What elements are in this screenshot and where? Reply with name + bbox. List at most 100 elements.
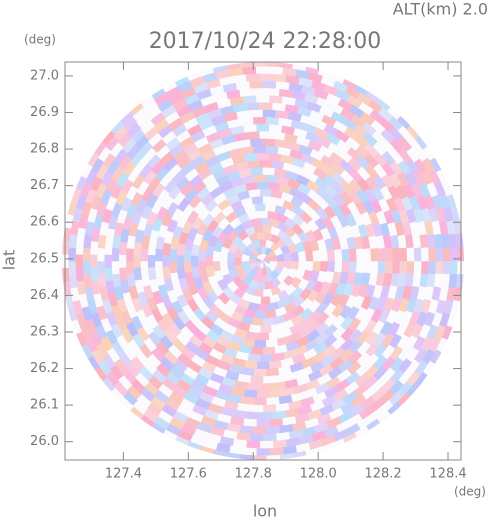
echo-cell bbox=[219, 255, 228, 267]
echo-cell bbox=[266, 62, 281, 68]
echo-cell bbox=[125, 247, 135, 262]
echo-cell bbox=[265, 145, 280, 155]
echo-cell bbox=[253, 145, 267, 154]
echo-cell bbox=[455, 273, 464, 289]
echo-cell bbox=[132, 254, 141, 268]
echo-cell bbox=[269, 94, 284, 104]
echo-cell bbox=[249, 433, 264, 442]
echo-cell bbox=[82, 247, 91, 262]
echo-cell bbox=[420, 260, 430, 275]
echo-cell bbox=[183, 260, 192, 274]
echo-cell bbox=[265, 396, 280, 406]
echo-cell bbox=[82, 260, 91, 275]
echo-cell bbox=[290, 251, 300, 262]
echo-cell bbox=[245, 73, 260, 82]
echo-cell bbox=[262, 195, 275, 205]
y-tick-label: 27.0 bbox=[30, 68, 59, 83]
echo-cell bbox=[67, 260, 77, 275]
echo-cell bbox=[259, 159, 273, 168]
echo-cell bbox=[262, 109, 277, 118]
y-tick-label: 26.1 bbox=[30, 398, 59, 413]
echo-cell bbox=[262, 375, 277, 384]
echo-disc bbox=[62, 62, 464, 460]
echo-cell bbox=[246, 130, 261, 140]
y-tick-label: 26.0 bbox=[30, 434, 59, 449]
echo-cell bbox=[168, 248, 178, 262]
echo-cell bbox=[319, 260, 329, 273]
echo-cell bbox=[247, 353, 261, 363]
echo-cell bbox=[250, 166, 264, 176]
plot-frame bbox=[64, 61, 462, 461]
echo-cell bbox=[257, 210, 269, 219]
echo-cell bbox=[259, 130, 273, 139]
echo-cell bbox=[269, 447, 284, 456]
echo-cell bbox=[435, 260, 444, 275]
echo-cell bbox=[256, 123, 270, 132]
echo-cell bbox=[226, 260, 236, 271]
echo-cell bbox=[89, 254, 98, 268]
echo-cell bbox=[279, 453, 294, 460]
echo-cell bbox=[104, 267, 113, 282]
echo-cell bbox=[312, 249, 321, 262]
echo-cell bbox=[154, 260, 163, 274]
echo-cell bbox=[247, 159, 261, 169]
echo-cell bbox=[262, 138, 277, 147]
echo-cell bbox=[257, 303, 269, 312]
echo-cell bbox=[265, 174, 279, 184]
echo-cell bbox=[75, 240, 84, 255]
echo-cell bbox=[242, 66, 257, 75]
echo-cell bbox=[254, 203, 267, 212]
echo-cell bbox=[341, 260, 350, 274]
echo-cell bbox=[252, 116, 267, 125]
echo-cell bbox=[238, 454, 254, 460]
echo-cell bbox=[133, 266, 143, 281]
echo-cell bbox=[253, 339, 267, 348]
echo-cell bbox=[161, 254, 170, 268]
echo-cell bbox=[252, 397, 267, 406]
echo-cell bbox=[140, 260, 149, 275]
x-tick-label: 127.6 bbox=[170, 467, 207, 482]
y-tick-label: 26.9 bbox=[30, 105, 59, 120]
x-tick-label: 128.4 bbox=[429, 467, 466, 482]
echo-cell bbox=[363, 260, 372, 274]
echo-cell bbox=[212, 260, 221, 272]
echo-cell bbox=[406, 260, 415, 275]
y-tick-label: 26.4 bbox=[30, 288, 59, 303]
echo-cell bbox=[242, 94, 257, 104]
chart-title: 2017/10/24 22:28:00 bbox=[149, 29, 382, 54]
echo-cell bbox=[111, 247, 120, 262]
echo-cell bbox=[104, 240, 113, 255]
echo-cell bbox=[305, 250, 314, 262]
echo-cell bbox=[205, 255, 214, 267]
echo-cell bbox=[249, 109, 264, 118]
echo-cell bbox=[268, 389, 283, 399]
echo-cell bbox=[75, 267, 84, 282]
echo-cell bbox=[256, 390, 270, 399]
echo-cell bbox=[252, 426, 267, 435]
echo-cell bbox=[251, 317, 264, 327]
echo-cell bbox=[133, 241, 143, 256]
echo-cell bbox=[428, 247, 437, 262]
echo-cell bbox=[253, 224, 264, 234]
echo-cell bbox=[243, 389, 258, 399]
echo-cell bbox=[260, 296, 271, 305]
echo-cell bbox=[297, 250, 307, 262]
echo-cell bbox=[259, 354, 273, 363]
echo-cell bbox=[249, 404, 264, 413]
echo-cell bbox=[413, 247, 422, 262]
echo-cell bbox=[190, 254, 199, 268]
echo-cell bbox=[348, 248, 358, 262]
echo-cell bbox=[255, 65, 271, 74]
echo-cell bbox=[118, 254, 127, 268]
echo-cell bbox=[242, 447, 257, 456]
echo-cell bbox=[420, 247, 430, 262]
echo-cell bbox=[406, 247, 415, 262]
y-tick-label: 26.3 bbox=[30, 324, 59, 339]
y-tick-label: 26.8 bbox=[30, 142, 59, 157]
echo-cell bbox=[111, 260, 120, 275]
echo-cell bbox=[259, 411, 274, 420]
echo-cell bbox=[238, 62, 254, 68]
echo-cell bbox=[183, 248, 192, 262]
echo-cell bbox=[118, 241, 128, 256]
